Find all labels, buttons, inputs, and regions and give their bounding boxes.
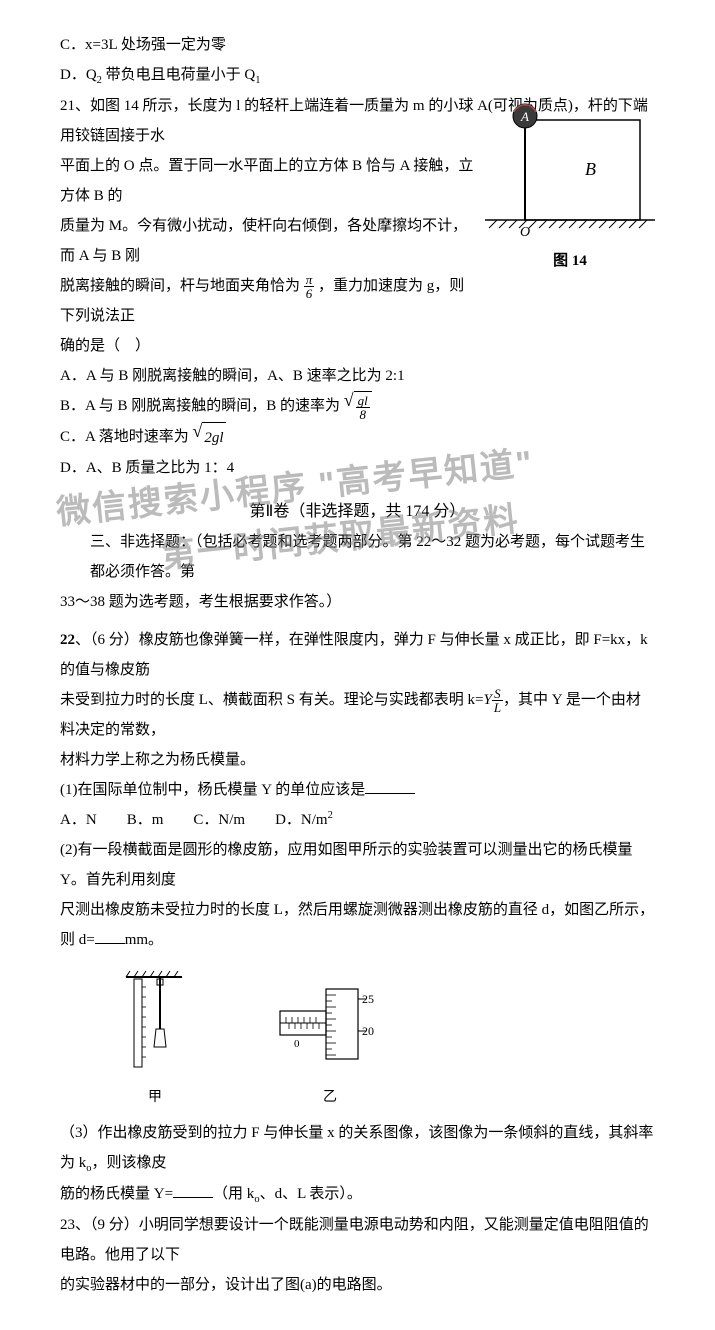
q22-p2-l1: (2)有一段横截面是圆形的橡皮筋，应用如图甲所示的实验装置可以测量出它的杨氏模量… xyxy=(60,835,655,895)
q21-ba: B．A 与 B 刚脱离接触的瞬间，B 的速率为 xyxy=(60,398,344,414)
section-2-title: 第Ⅱ卷（非选择题，共 174 分） xyxy=(60,497,655,521)
fig14-a-label: A xyxy=(520,109,529,124)
figure-14-caption: 图 14 xyxy=(485,249,655,270)
q21-l4a: 脱离接触的瞬间，杆与地面夹角恰为 xyxy=(60,278,304,294)
q21-opt-b: B．A 与 B 刚脱离接触的瞬间，B 的速率为 √gl8 xyxy=(60,391,655,422)
q22-p3-l2a: 筋的杨氏模量 Y= xyxy=(60,1186,173,1202)
q22-p3-l2c: 、d、L 表示）。 xyxy=(260,1186,362,1202)
q21-ca: C．A 落地时速率为 xyxy=(60,429,193,445)
q22-opt-d-pre: D．N/m xyxy=(275,812,328,828)
q20d-sub2: 1 xyxy=(255,75,260,86)
blank-2 xyxy=(95,929,125,944)
q22-lead: 2222、（6 分）橡皮筋也像弹簧一样，在弹性限度内，弹力 F 与伸长量 x 成… xyxy=(60,625,655,685)
q20-opt-d: D．Q2 带负电且电荷量小于 Q1 xyxy=(60,60,655,91)
device-jia: 甲 xyxy=(120,967,190,1106)
q22-l2: 未受到拉力时的长度 L、横截面积 S 有关。理论与实践都表明 k=YSL，其中 … xyxy=(60,685,655,745)
instructions-l1: 三、非选择题：（包括必考题和选考题两部分。第 22～32 题为必考题，每个试题考… xyxy=(60,527,655,587)
q22-opt-d-sup: 2 xyxy=(328,810,333,821)
q21-b-den: 8 xyxy=(356,408,370,421)
q22-p3-l1: （3）作出橡皮筋受到的拉力 F 与伸长量 x 的关系图像，该图像为一条倾斜的直线… xyxy=(60,1118,655,1179)
q20-opt-c: C．x=3L 处场强一定为零 xyxy=(60,30,655,60)
q20d-pre: D．Q xyxy=(60,67,97,83)
blank-3 xyxy=(173,1183,213,1198)
q21-six: 6 xyxy=(304,287,315,300)
device-yi-caption: 乙 xyxy=(270,1086,390,1106)
q22-l3: 材料力学上称之为杨氏模量。 xyxy=(60,745,655,775)
q21-l4: 脱离接触的瞬间，杆与地面夹角恰为 π6 ，重力加速度为 g，则下列说法正 xyxy=(60,271,655,331)
q22-opt-a: A．N xyxy=(60,812,97,828)
figure-14-svg: B A O xyxy=(485,100,655,240)
q21-opt-a: A．A 与 B 刚脱离接触的瞬间，A、B 速率之比为 2:1 xyxy=(60,361,655,391)
q21-c-rad: 2gl xyxy=(202,422,225,453)
q21-opt-d: D．A、B 质量之比为 1：4 xyxy=(60,453,655,483)
q22-p3-l1b: ，则该橡皮 xyxy=(92,1155,167,1171)
device-yi: 0 25 20 乙 xyxy=(270,977,390,1106)
q21-opt-c: C．A 落地时速率为 √2gl xyxy=(60,422,655,453)
q22-p1: (1)在国际单位制中，杨氏模量 Y 的单位应该是 xyxy=(60,775,655,805)
q22-opt-b: B．m xyxy=(127,812,164,828)
blank-1 xyxy=(365,779,415,794)
q20d-mid: 带负电且电荷量小于 Q xyxy=(102,67,255,83)
yi-zero: 0 xyxy=(294,1038,300,1050)
device-yi-svg: 0 25 20 xyxy=(270,977,390,1077)
q22-options: A．N B．m C．N/m D．N/m2 xyxy=(60,805,655,835)
q22-p1-text: (1)在国际单位制中，杨氏模量 Y 的单位应该是 xyxy=(60,782,365,798)
q21-pi: π xyxy=(304,273,315,287)
q22-y: Y xyxy=(483,692,491,708)
device-jia-caption: 甲 xyxy=(120,1086,190,1106)
device-jia-svg xyxy=(120,967,190,1077)
q22-p2-l2: 尺测出橡皮筋未受拉力时的长度 L，然后用螺旋测微器测出橡皮筋的直径 d，如图乙所… xyxy=(60,895,655,955)
q23-l2: 的实验器材中的一部分，设计出了图(a)的电路图。 xyxy=(60,1270,655,1300)
figure-14: B A O 图 14 xyxy=(485,100,655,270)
instructions-l2: 33～38 题为选考题，考生根据要求作答。） xyxy=(60,587,655,617)
q22-p3-l2b: （用 k xyxy=(213,1186,254,1202)
q22-den: L xyxy=(492,701,503,714)
q22-p3-l2: 筋的杨氏模量 Y=（用 ko、d、L 表示）。 xyxy=(60,1179,655,1210)
q22-p2-l2b: mm。 xyxy=(125,932,163,948)
device-row: 甲 0 xyxy=(120,967,655,1106)
q22-opt-c: C．N/m xyxy=(193,812,245,828)
q22-l2a: 未受到拉力时的长度 L、横截面积 S 有关。理论与实践都表明 k= xyxy=(60,692,483,708)
fig14-o-label: O xyxy=(520,225,530,240)
q22-num: S xyxy=(492,687,503,701)
q21-b-num: gl xyxy=(356,394,370,408)
q21-l5: 确的是（ ） xyxy=(60,331,655,361)
fig14-b-label: B xyxy=(585,159,596,179)
q23-l1: 23、（9 分）小明同学想要设计一个既能测量电源电动势和内阻，又能测量定值电阻阻… xyxy=(60,1210,655,1270)
section-2-text: 第Ⅱ卷（非选择题，共 174 分） xyxy=(250,503,466,520)
